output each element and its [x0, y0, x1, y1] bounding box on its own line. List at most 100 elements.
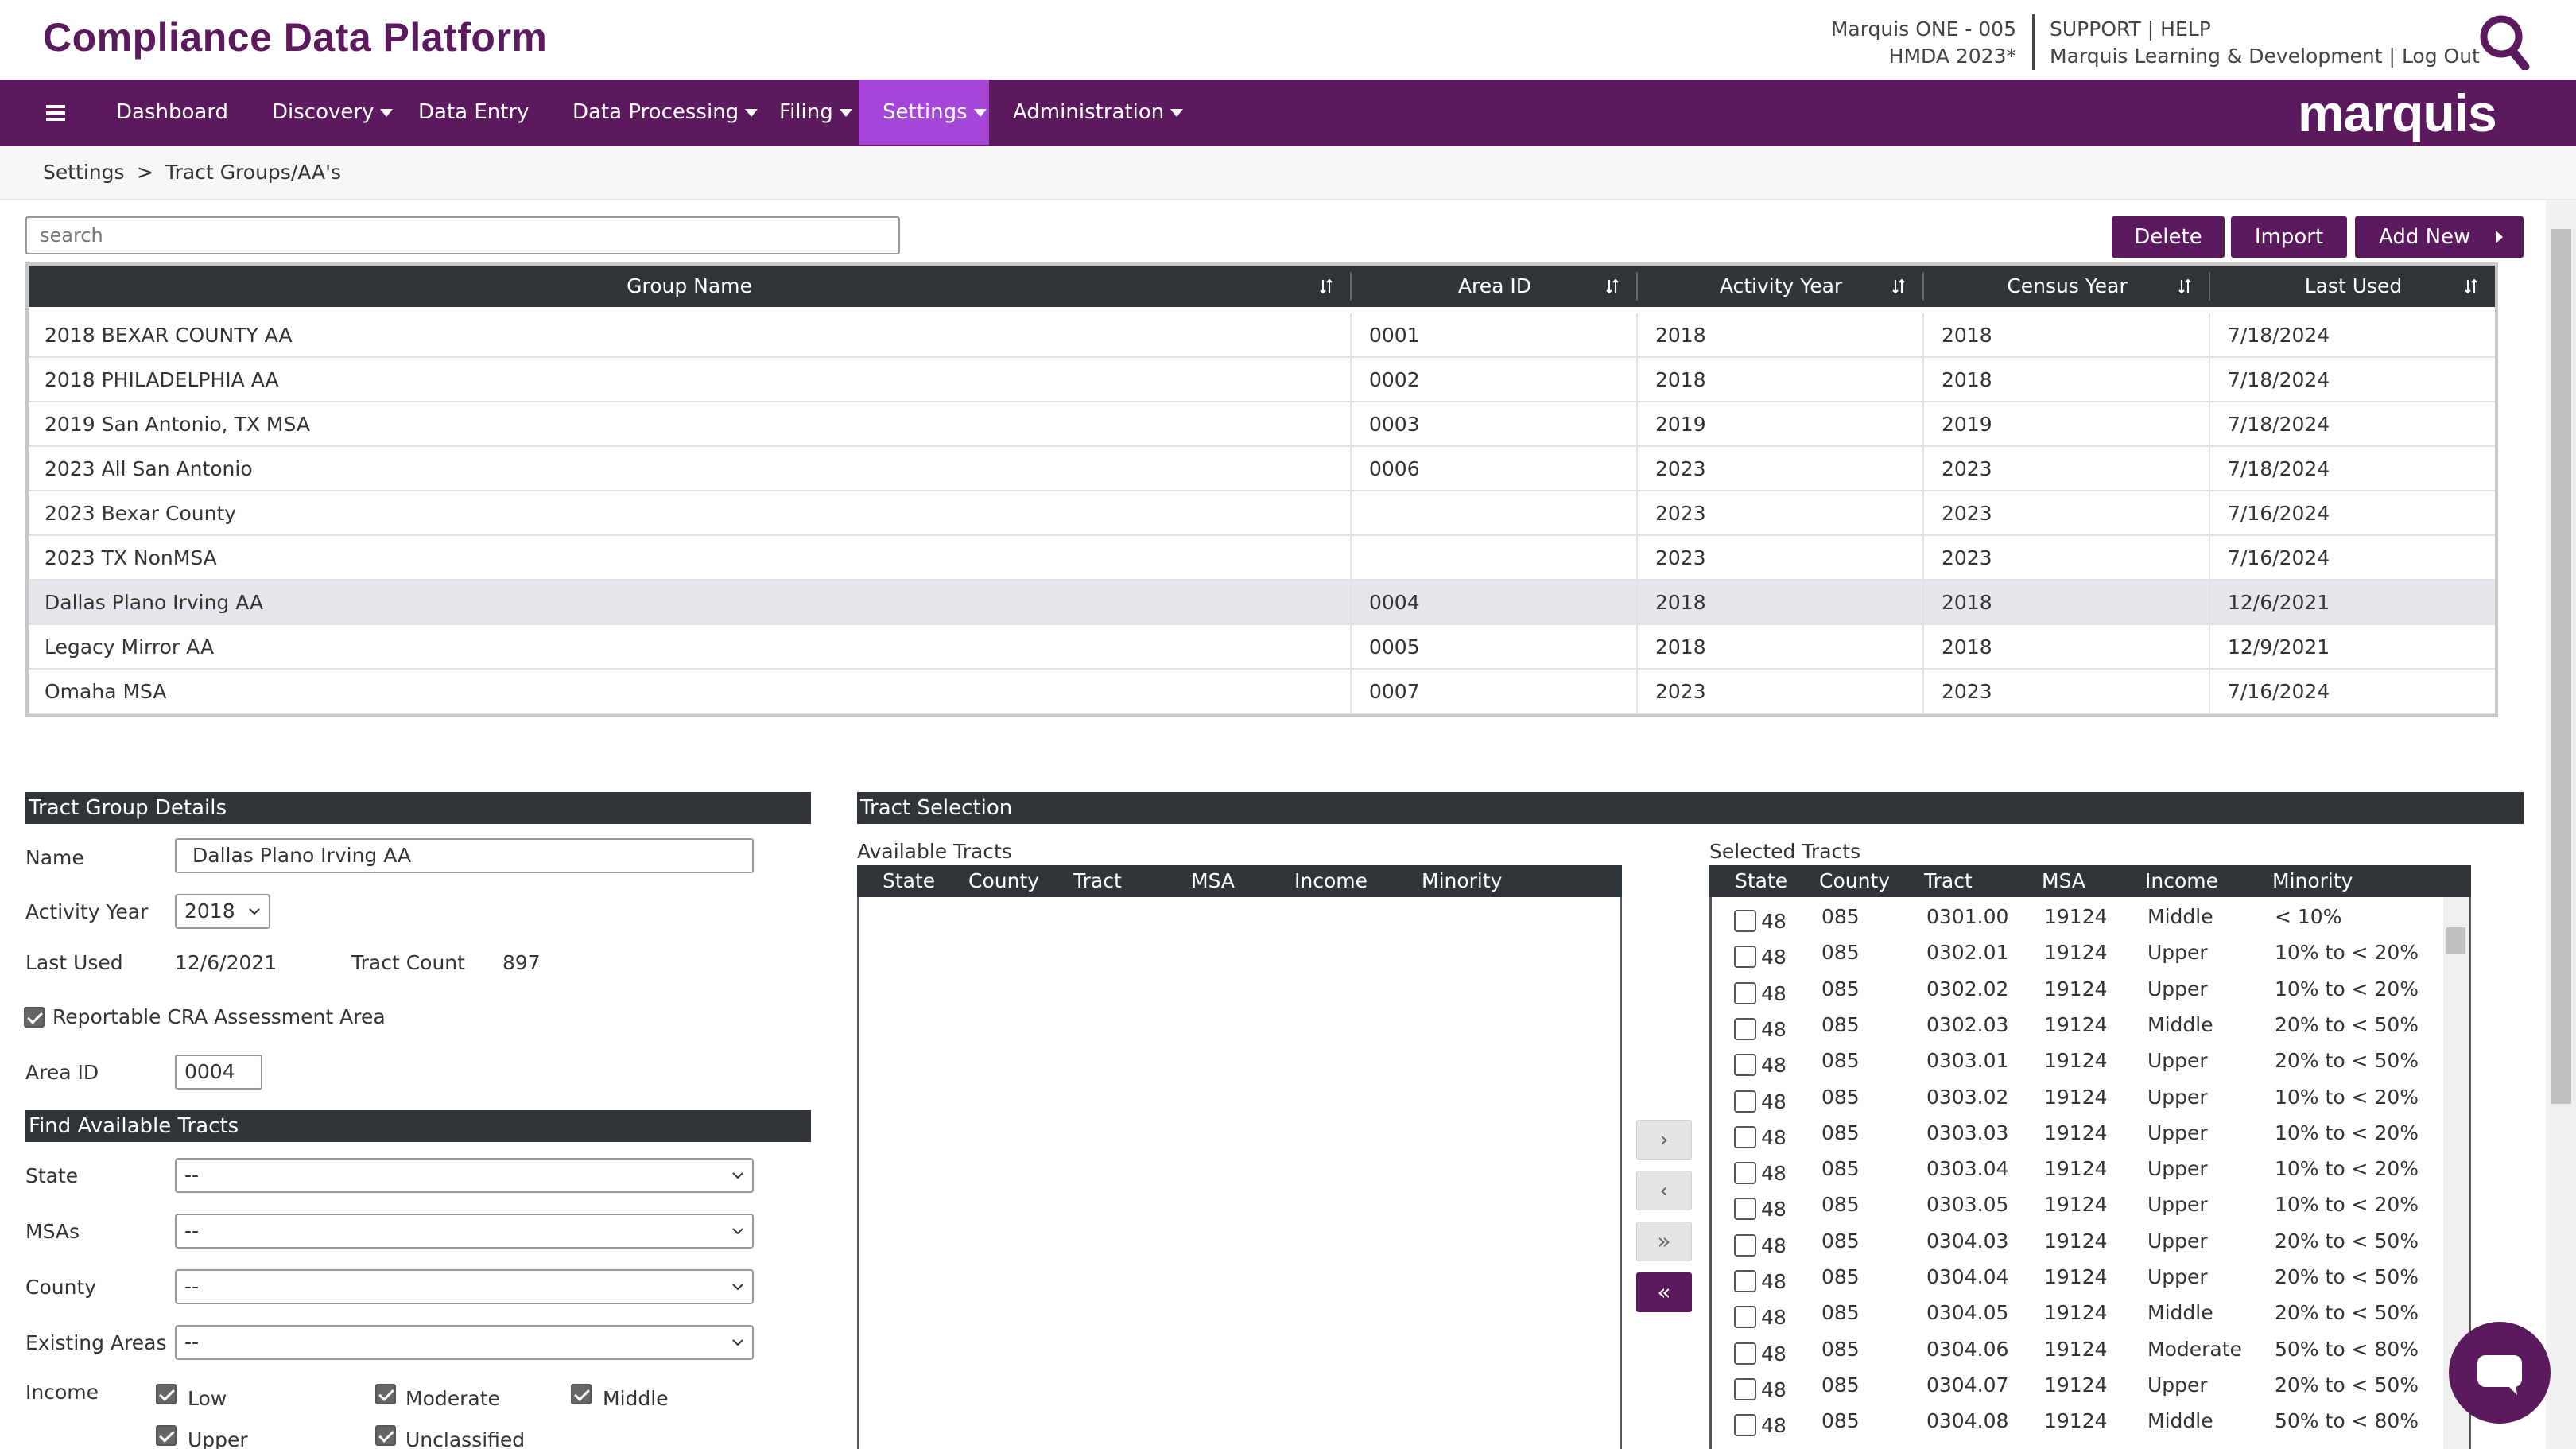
help-link[interactable]: HELP [2160, 17, 2211, 41]
income-low-checkbox[interactable] [156, 1384, 177, 1404]
tract-checkbox[interactable] [1734, 946, 1756, 969]
tract-checkbox[interactable] [1734, 1162, 1756, 1185]
tract-checkbox[interactable] [1734, 1270, 1756, 1292]
nav-administration[interactable]: Administration [1013, 80, 1184, 145]
income-unclassified-checkbox[interactable] [375, 1425, 396, 1446]
delete-button[interactable]: Delete [2112, 216, 2225, 258]
existing-areas-select[interactable]: -- [175, 1325, 754, 1360]
tract-checkbox[interactable] [1734, 1414, 1756, 1437]
search-input[interactable] [25, 216, 900, 254]
state-select[interactable]: -- [175, 1158, 754, 1193]
col-msa[interactable]: MSA [2042, 869, 2086, 892]
tract-checkbox[interactable] [1734, 1306, 1756, 1329]
col-tract[interactable]: Tract [1073, 869, 1122, 892]
support-link[interactable]: SUPPORT [2050, 17, 2141, 41]
col-income[interactable]: Income [1294, 869, 1368, 892]
list-item[interactable]: 48 085 0303.05 19124 Upper 10% to < 20% [1712, 1187, 2442, 1222]
list-item[interactable]: 48 085 0304.04 19124 Upper 20% to < 50% [1712, 1259, 2442, 1295]
col-minority[interactable]: Minority [1422, 869, 1503, 892]
county-select[interactable]: -- [175, 1269, 754, 1304]
table-row[interactable]: 2023 All San Antonio 0006 2023 2023 7/18/202… [29, 447, 2495, 491]
nav-discovery[interactable]: Discovery [272, 80, 394, 145]
col-group-name[interactable]: Group Name [627, 274, 752, 297]
chat-button[interactable] [2449, 1322, 2551, 1424]
list-item[interactable]: 48 085 0304.08 19124 Middle 50% to < 80% [1712, 1403, 2442, 1439]
tract-checkbox[interactable] [1734, 981, 1756, 1004]
page-scrollbar[interactable] [2546, 200, 2576, 1449]
col-income[interactable]: Income [2145, 869, 2218, 892]
list-item[interactable]: 48 085 0304.05 19124 Middle 20% to < 50% [1712, 1295, 2442, 1331]
nav-data-entry[interactable]: Data Entry [418, 80, 530, 145]
col-last-used[interactable]: Last Used [2304, 274, 2403, 297]
col-area-id[interactable]: Area ID [1457, 274, 1532, 297]
col-county[interactable]: County [968, 869, 1040, 892]
nav-dashboard[interactable]: Dashboard [116, 80, 228, 145]
nav-filing[interactable]: Filing [779, 80, 852, 145]
col-msa[interactable]: MSA [1191, 869, 1236, 892]
tract-checkbox[interactable] [1734, 1090, 1756, 1113]
table-row[interactable]: Dallas Plano Irving AA 0004 2018 2018 12/6/2… [29, 581, 2495, 625]
col-state[interactable]: State [883, 869, 936, 892]
msas-select[interactable]: -- [175, 1214, 754, 1249]
list-item[interactable]: 48 085 0302.01 19124 Upper 10% to < 20% [1712, 934, 2442, 970]
list-item[interactable]: 48 085 0303.04 19124 Upper 10% to < 20% [1712, 1151, 2442, 1187]
move-all-left-button[interactable]: « [1636, 1272, 1692, 1312]
list-item[interactable]: 48 085 0303.01 19124 Upper 20% to < 50% [1712, 1043, 2442, 1078]
list-item[interactable]: 48 085 0304.03 19124 Upper 20% to < 50% [1712, 1223, 2442, 1259]
table-row[interactable]: 2023 Bexar County 2023 2023 7/16/2024 [29, 491, 2495, 536]
tract-checkbox[interactable] [1734, 1377, 1756, 1400]
table-row[interactable]: Legacy Mirror AA 0005 2018 2018 12/9/2021 [29, 625, 2495, 670]
tract-checkbox[interactable] [1734, 1198, 1756, 1221]
income-middle-checkbox[interactable] [571, 1384, 592, 1404]
reportable-checkbox[interactable] [24, 1007, 45, 1028]
tract-checkbox[interactable] [1734, 1054, 1756, 1077]
menu-icon[interactable] [46, 105, 65, 121]
col-minority[interactable]: Minority [2272, 869, 2353, 892]
logout-link[interactable]: Log Out [2401, 45, 2480, 68]
table-row[interactable]: 2018 BEXAR COUNTY AA 0001 2018 2018 7/18/202… [29, 313, 2495, 358]
table-row[interactable]: Omaha MSA 0007 2023 2023 7/16/2024 [29, 670, 2495, 714]
move-left-button[interactable]: ‹ [1636, 1171, 1692, 1210]
selected-tracts-list[interactable]: 48 085 0301.00 19124 Middle < 10% 48 085 0302.01… [1709, 897, 2471, 1449]
table-row[interactable]: 2018 PHILADELPHIA AA 0002 2018 2018 7/18/202… [29, 358, 2495, 402]
add-new-button[interactable]: Add New [2355, 216, 2524, 258]
col-activity-year[interactable]: Activity Year [1719, 274, 1843, 297]
income-moderate-checkbox[interactable] [375, 1384, 396, 1404]
list-item[interactable]: 48 085 0304.06 19124 Moderate 50% to < 80% [1712, 1331, 2442, 1367]
list-item[interactable]: 48 085 0301.00 19124 Middle < 10% [1712, 899, 2442, 934]
area-id-input[interactable]: 0004 [175, 1055, 262, 1090]
list-item[interactable]: 48 085 0302.02 19124 Upper 10% to < 20% [1712, 971, 2442, 1007]
income-upper-checkbox[interactable] [156, 1425, 177, 1446]
table-row[interactable]: 2019 San Antonio, TX MSA 0003 2019 2019 7/18… [29, 402, 2495, 447]
move-right-button[interactable]: › [1636, 1120, 1692, 1160]
available-tracts-list[interactable] [857, 897, 1622, 1449]
tract-checkbox[interactable] [1734, 1233, 1756, 1257]
page-scrollbar-thumb[interactable] [2551, 229, 2571, 1104]
search-icon[interactable] [2477, 14, 2530, 70]
activity-year-select[interactable]: 2018 [175, 894, 270, 929]
list-item[interactable]: 48 085 0303.02 19124 Upper 10% to < 20% [1712, 1079, 2442, 1115]
tract-checkbox[interactable] [1734, 1125, 1756, 1148]
tract-checkbox[interactable] [1734, 1017, 1756, 1040]
nav-settings[interactable]: Settings [859, 80, 989, 145]
scrollbar-thumb[interactable] [2446, 927, 2465, 954]
tract-checkbox[interactable] [1734, 1342, 1756, 1365]
import-button[interactable]: Import [2231, 216, 2347, 258]
tract-checkbox[interactable] [1734, 910, 1756, 932]
col-county[interactable]: County [1819, 869, 1891, 892]
list-item[interactable]: 48 085 0302.03 19124 Middle 20% to < 50% [1712, 1007, 2442, 1043]
list-item[interactable]: 48 085 0303.03 19124 Upper 10% to < 20% [1712, 1115, 2442, 1151]
sort-icon[interactable] [1606, 278, 1619, 294]
col-tract[interactable]: Tract [1924, 869, 1973, 892]
sort-icon[interactable] [2178, 278, 2191, 294]
name-input[interactable]: Dallas Plano Irving AA [175, 838, 754, 873]
nav-data-processing[interactable]: Data Processing [572, 80, 758, 145]
user-name[interactable]: Marquis Learning & Development [2050, 45, 2383, 68]
breadcrumb-root[interactable]: Settings [43, 161, 125, 184]
move-all-right-button[interactable]: » [1636, 1222, 1692, 1261]
sort-icon[interactable] [1892, 278, 1905, 294]
sort-icon[interactable] [2465, 278, 2477, 294]
col-census-year[interactable]: Census Year [2007, 274, 2128, 297]
sort-icon[interactable] [1320, 278, 1333, 294]
table-row[interactable]: 2023 TX NonMSA 2023 2023 7/16/2024 [29, 536, 2495, 581]
